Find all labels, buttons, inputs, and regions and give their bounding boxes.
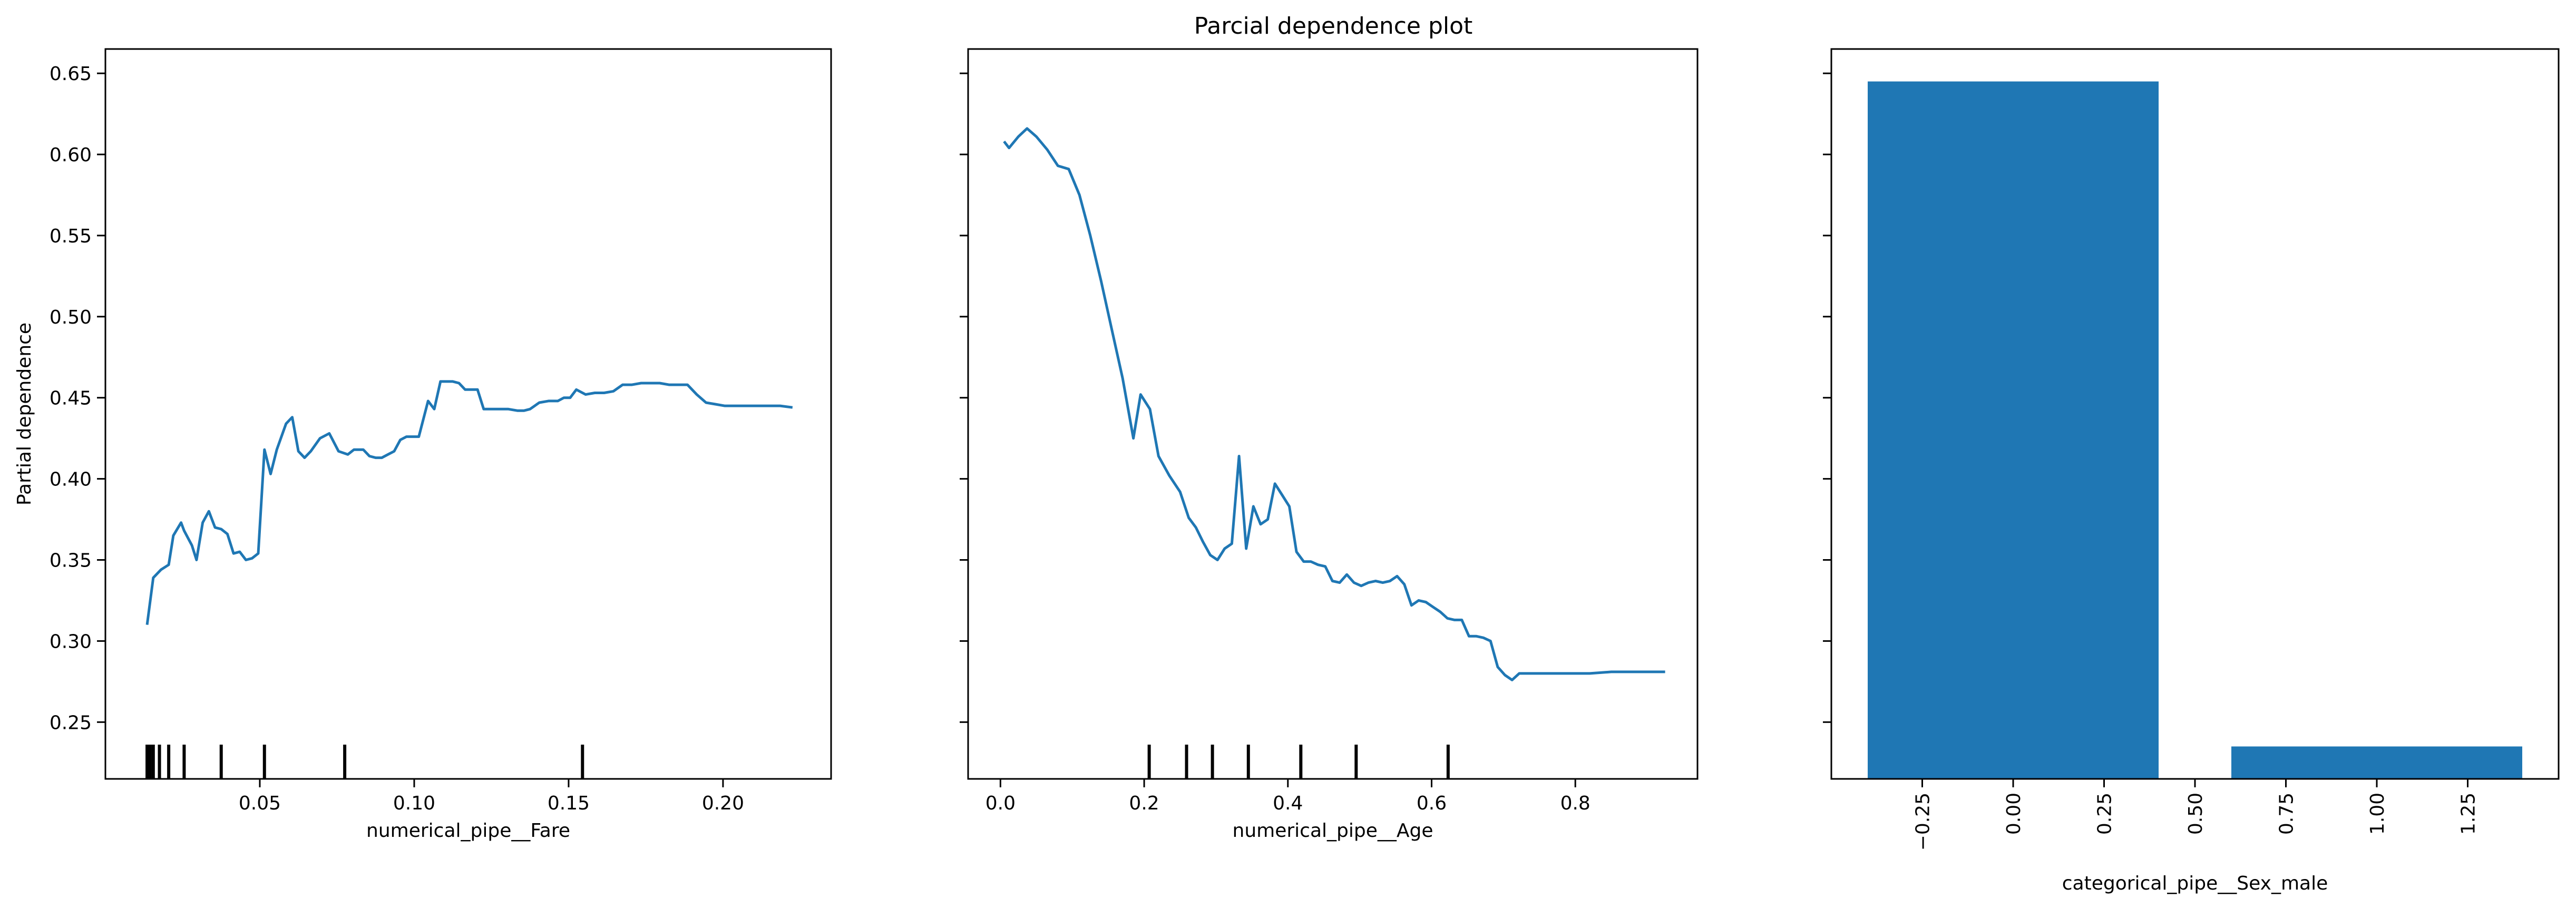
y-tick-label: 0.55 — [50, 226, 92, 247]
x-tick-label: 0.00 — [2003, 793, 2025, 835]
panel-1: 0.25 0.30 0.35 0.40 0.45 0.50 0.55 0.60 0.65 0.05… — [14, 48, 832, 842]
x-tick-label: 0.75 — [2276, 793, 2298, 835]
axes-frame — [104, 48, 832, 780]
x-tick-label: 0.4 — [1273, 793, 1303, 814]
x-tick-label: 0.05 — [239, 793, 281, 814]
x-axis-label: categorical_pipe__Sex_male — [2062, 873, 2328, 894]
x-tick-label: 0.2 — [1129, 793, 1159, 814]
x-tick-label: 0.6 — [1417, 793, 1447, 814]
bar-1 — [1868, 81, 2159, 779]
x-tick-label: 0.25 — [2094, 793, 2116, 835]
panels: 0.25 0.30 0.35 0.40 0.45 0.50 0.55 0.60 0.65 0.05… — [14, 48, 2560, 894]
y-tick-label: 0.30 — [50, 631, 92, 652]
x-tick-label: 1.00 — [2367, 793, 2388, 835]
panel-2: 0.0 0.2 0.4 0.6 0.8 numerical_pipe__Age — [960, 48, 1699, 842]
y-tick-label: 0.60 — [50, 144, 92, 166]
x-tick-label: 0.50 — [2185, 793, 2207, 835]
y-tick-label: 0.50 — [50, 307, 92, 328]
x-tick-label: 0.20 — [702, 793, 744, 814]
series-line-1 — [1003, 127, 1665, 681]
x-tick-label: 0.15 — [548, 793, 590, 814]
figure-title: Parcial dependence plot — [1194, 13, 1473, 40]
x-axis-label: numerical_pipe__Fare — [366, 820, 570, 842]
x-tick-label: 0.10 — [393, 793, 435, 814]
x-tick-label: −0.25 — [1913, 793, 1934, 851]
y-tick-label: 0.40 — [50, 469, 92, 491]
series-line-1 — [145, 380, 793, 625]
y-tick-label: 0.65 — [50, 63, 92, 85]
y-tick-label: 0.45 — [50, 388, 92, 409]
x-tick-label: 1.25 — [2458, 793, 2480, 835]
axes-frame — [967, 48, 1699, 780]
x-tick-label: 0.8 — [1560, 793, 1591, 814]
y-axis-label: Partial dependence — [14, 323, 35, 505]
x-tick-label: 0.0 — [985, 793, 1016, 814]
bar-2 — [2231, 746, 2522, 779]
y-tick-label: 0.35 — [50, 550, 92, 572]
x-axis-label: numerical_pipe__Age — [1233, 820, 1433, 842]
y-tick-label: 0.25 — [50, 712, 92, 734]
panel-3: −0.25 0.00 0.25 0.50 0.75 1.00 1.25 categorical… — [1823, 48, 2560, 894]
